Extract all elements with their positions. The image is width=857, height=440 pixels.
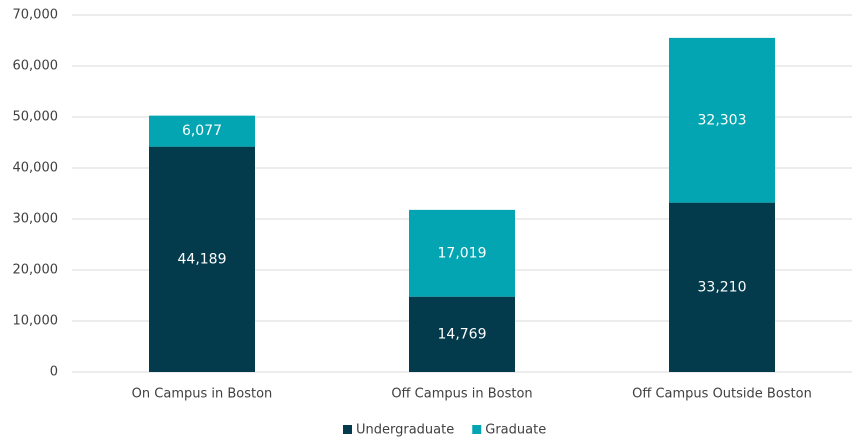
legend-swatch [472,425,482,434]
y-tick-label: 30,000 [13,212,59,227]
value-label: 44,189 [178,251,227,267]
y-tick-label: 20,000 [13,263,59,278]
value-label: 14,769 [438,326,487,342]
value-label: 32,303 [698,112,747,128]
bar-segment [669,202,775,372]
bar-segment [669,37,775,203]
value-label: 17,019 [438,245,487,261]
bar-segment [409,296,515,372]
bar-segment [149,146,255,372]
x-tick-label: Off Campus Outside Boston [632,387,812,402]
x-tick-label: Off Campus in Boston [391,387,532,402]
bar-segment [409,209,515,297]
legend-label: Graduate [485,423,546,438]
y-tick-label: 50,000 [13,110,59,125]
y-tick-label: 10,000 [13,314,59,329]
y-tick-label: 0 [50,365,58,380]
legend-swatch [343,425,352,434]
legend-label: Undergraduate [356,423,454,438]
y-tick-label: 70,000 [13,8,59,23]
value-label: 33,210 [698,279,747,295]
y-tick-label: 40,000 [13,161,59,176]
y-tick-label: 60,000 [13,59,59,74]
value-label: 6,077 [182,123,222,139]
x-tick-label: On Campus in Boston [132,387,273,402]
bar-segment [149,115,255,147]
